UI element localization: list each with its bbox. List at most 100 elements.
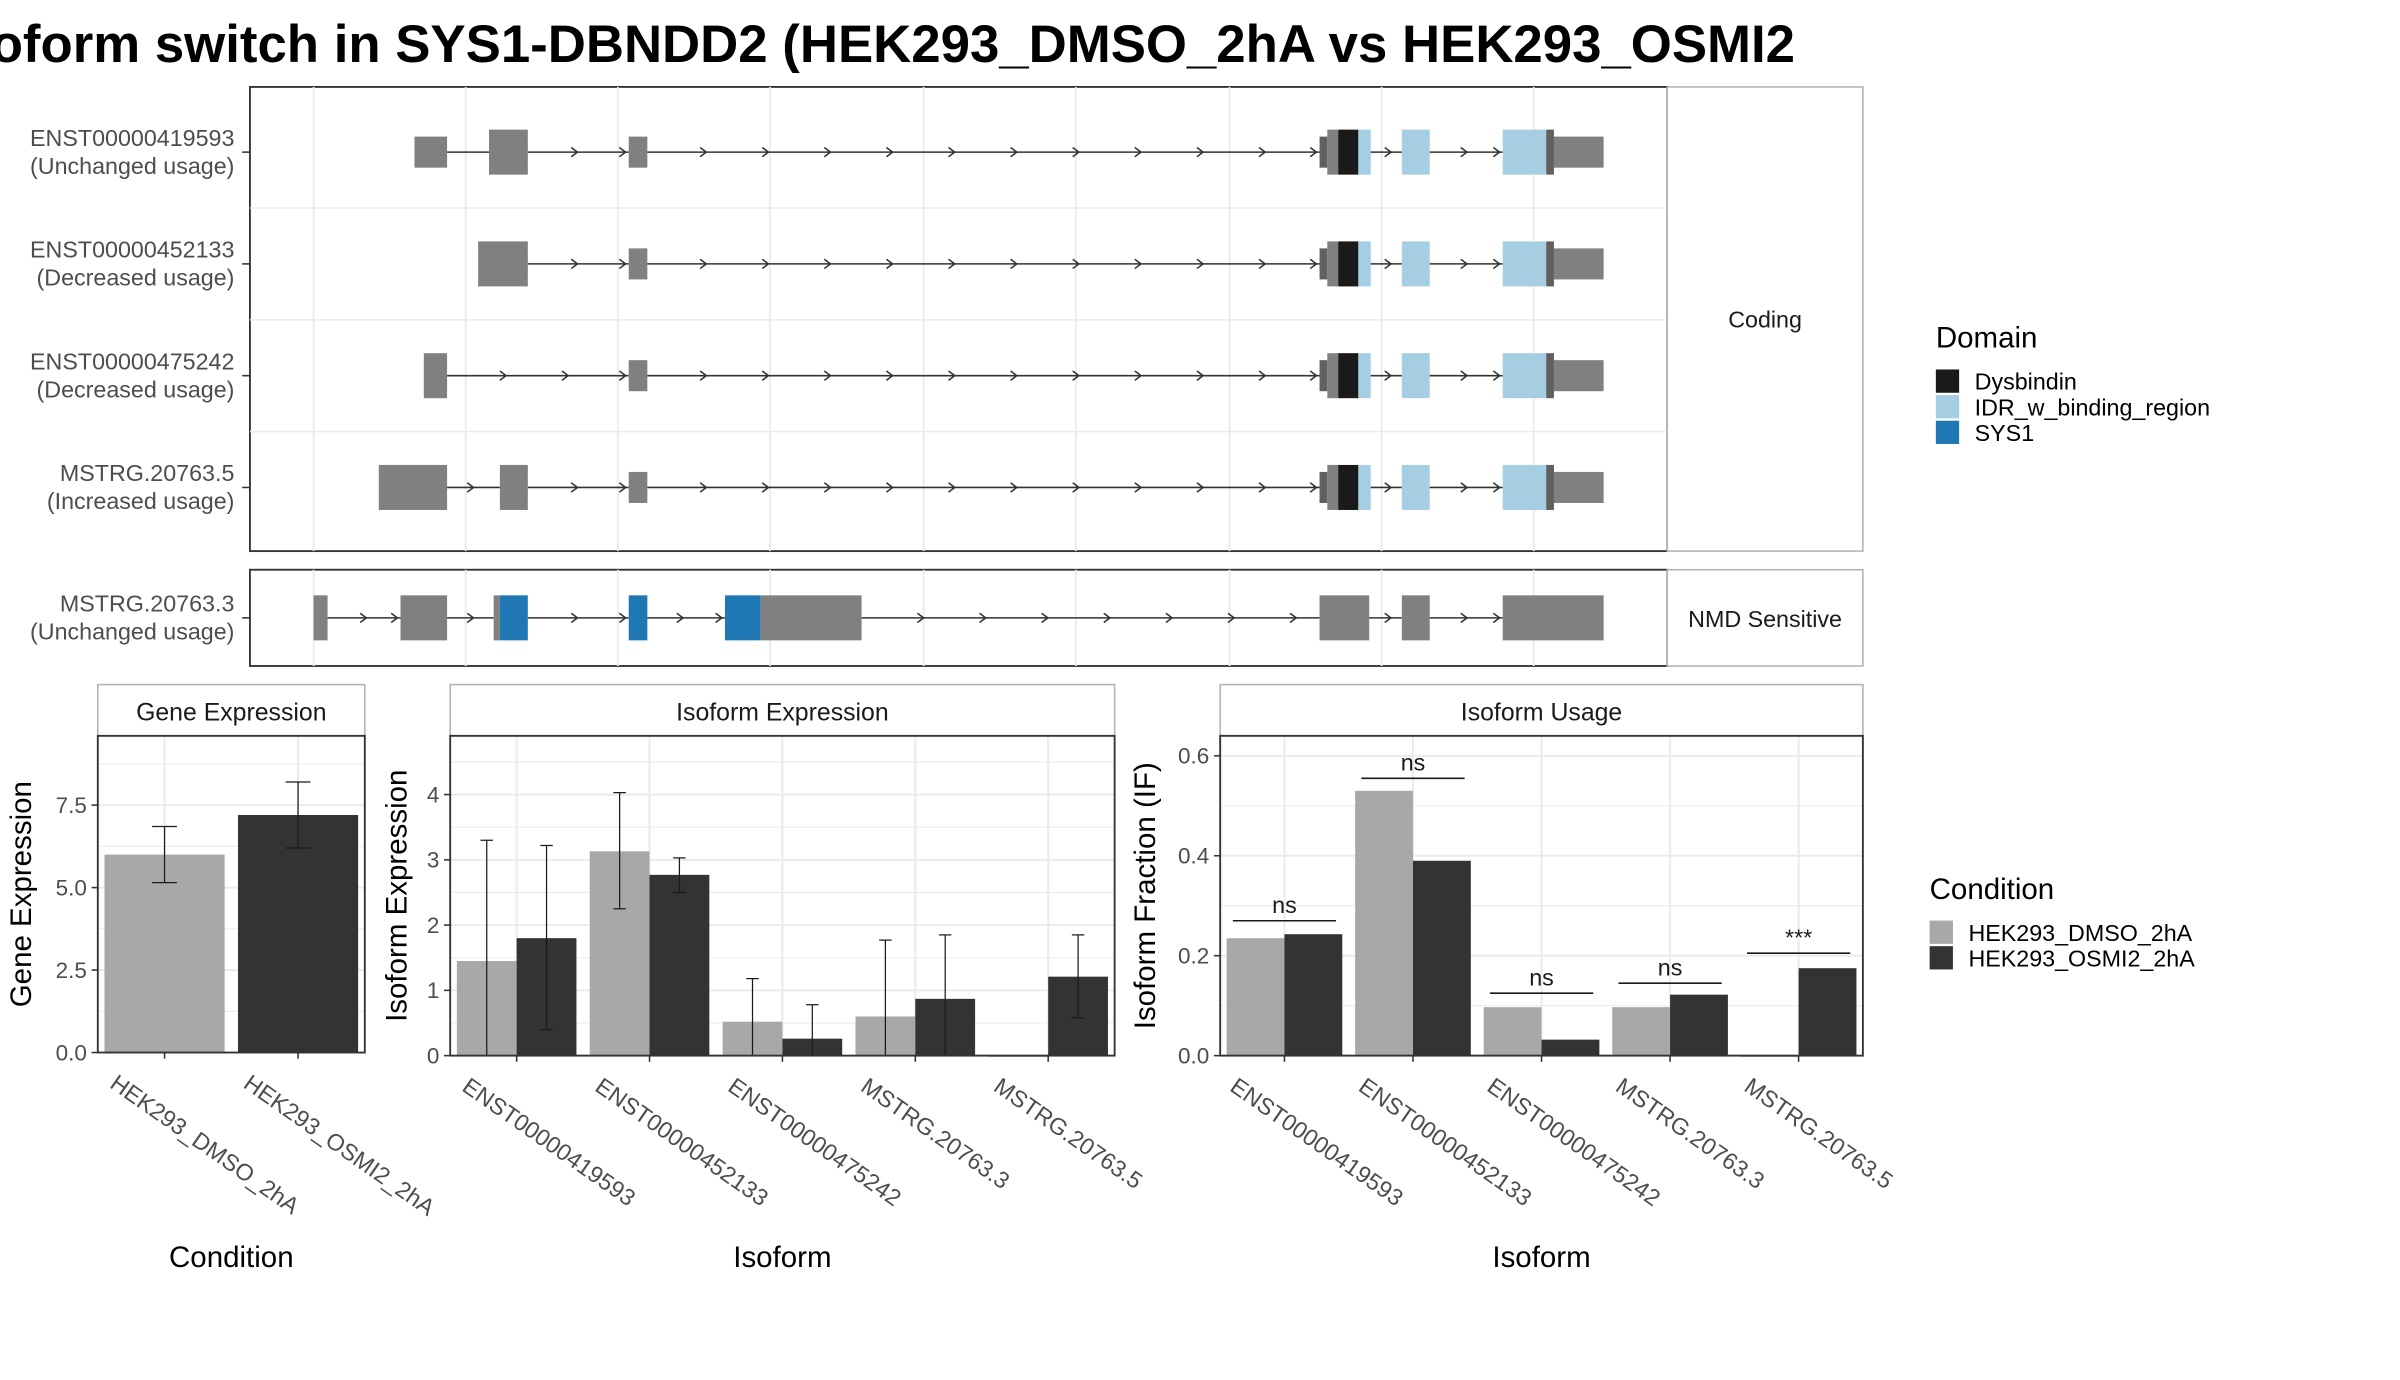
domain-sys1 bbox=[724, 595, 761, 641]
domain-sys1 bbox=[628, 595, 648, 641]
chart-title: Gene Expression bbox=[136, 699, 326, 726]
bar bbox=[1355, 790, 1413, 1056]
intron-arrow bbox=[1492, 370, 1501, 381]
condition-legend-label: HEK293_DMSO_2hA bbox=[1968, 920, 2192, 946]
exon bbox=[478, 241, 528, 287]
domain-idr bbox=[1502, 129, 1547, 175]
intron-arrow bbox=[1460, 482, 1469, 493]
intron-arrow bbox=[1103, 612, 1112, 624]
y-tick-label: 0.6 bbox=[1178, 744, 1209, 769]
exon-utr bbox=[1546, 129, 1554, 175]
exon bbox=[1502, 595, 1604, 641]
intron-arrow bbox=[1196, 258, 1205, 270]
exon bbox=[489, 129, 528, 175]
bar bbox=[104, 854, 225, 1053]
exon bbox=[313, 595, 328, 641]
intron-arrow bbox=[699, 146, 708, 158]
domain-dysbindin bbox=[1338, 241, 1359, 287]
exon bbox=[628, 248, 648, 280]
intron-arrow bbox=[823, 146, 832, 158]
intron-arrow bbox=[1309, 370, 1318, 381]
domain-idr bbox=[1401, 353, 1430, 399]
intron-arrow bbox=[618, 146, 627, 158]
intron-arrow bbox=[1258, 482, 1267, 493]
y-tick-label: 0.0 bbox=[56, 1040, 87, 1065]
chart-title: Isoform Expression bbox=[676, 699, 889, 726]
bar bbox=[1412, 860, 1471, 1056]
figure-title: oform switch in SYS1-DBNDD2 (HEK293_DMSO… bbox=[0, 15, 1795, 74]
domain-idr bbox=[1401, 464, 1430, 510]
intron-arrow bbox=[948, 370, 957, 381]
domain-dysbindin bbox=[1338, 129, 1359, 175]
intron-arrow bbox=[1196, 146, 1205, 158]
intron-arrow bbox=[1134, 146, 1143, 158]
y-tick-label: 0.2 bbox=[1178, 943, 1209, 968]
bar bbox=[1798, 968, 1857, 1056]
exon-utr bbox=[1546, 464, 1554, 510]
domain-idr bbox=[1502, 241, 1547, 287]
intron-arrow bbox=[561, 370, 570, 381]
exon bbox=[1327, 241, 1339, 287]
domain-legend-swatch bbox=[1935, 420, 1960, 444]
nmd-group-label: NMD Sensitive bbox=[1688, 606, 1842, 632]
intron-arrow bbox=[1492, 258, 1501, 270]
exon-utr bbox=[1553, 471, 1604, 503]
transcript-usage-label: (Unchanged usage) bbox=[30, 619, 234, 645]
intron-arrow bbox=[1134, 482, 1143, 493]
y-tick-label: 0.4 bbox=[1178, 844, 1209, 869]
bar bbox=[1612, 1007, 1671, 1056]
intron-arrow bbox=[1072, 370, 1081, 381]
isoform-expression-chart: Isoform Expression01234ENST00000419593EN… bbox=[381, 683, 1147, 1274]
domain-legend-swatch bbox=[1935, 395, 1960, 419]
bar bbox=[1226, 938, 1285, 1056]
intron-arrow bbox=[1258, 370, 1267, 381]
coding-strip bbox=[1666, 86, 1864, 552]
exon bbox=[499, 464, 528, 510]
intron-arrow bbox=[1010, 370, 1019, 381]
intron-arrow bbox=[979, 612, 988, 624]
exon-utr bbox=[1546, 241, 1554, 287]
exon bbox=[493, 595, 500, 641]
transcript-usage-label: (Unchanged usage) bbox=[30, 153, 234, 179]
significance-label: ns bbox=[1272, 892, 1297, 918]
y-tick-label: 4 bbox=[427, 782, 440, 807]
exon bbox=[423, 353, 448, 399]
exon bbox=[1327, 464, 1339, 510]
intron-arrow bbox=[948, 482, 957, 493]
y-tick-label: 0 bbox=[427, 1043, 440, 1068]
significance-label: ns bbox=[1658, 954, 1683, 980]
domain-idr bbox=[1358, 353, 1371, 399]
intron-arrow bbox=[1165, 612, 1174, 624]
intron-arrow bbox=[948, 146, 957, 158]
exon bbox=[400, 595, 448, 641]
y-tick-label: 0.0 bbox=[1178, 1043, 1209, 1068]
intron-arrow bbox=[1492, 612, 1501, 624]
intron-arrow bbox=[570, 146, 579, 158]
y-tick-label: 5.0 bbox=[56, 875, 87, 900]
intron-arrow bbox=[885, 482, 894, 493]
intron-arrow bbox=[1384, 146, 1393, 158]
intron-arrow bbox=[1258, 258, 1267, 270]
intron-arrow bbox=[466, 482, 475, 493]
x-axis-title: Condition bbox=[169, 1241, 294, 1274]
domain-dysbindin bbox=[1338, 353, 1359, 399]
transcript-id-label: ENST00000475242 bbox=[30, 348, 234, 374]
intron-arrow bbox=[1041, 612, 1050, 624]
intron-arrow bbox=[1460, 258, 1469, 270]
bar bbox=[1483, 1007, 1542, 1056]
exon-utr bbox=[1553, 136, 1604, 168]
chart-title-strip bbox=[449, 683, 1116, 737]
intron-arrow bbox=[823, 258, 832, 270]
exon bbox=[760, 595, 862, 641]
intron-arrow bbox=[761, 258, 770, 270]
intron-arrow bbox=[885, 258, 894, 270]
intron-arrow bbox=[618, 612, 627, 624]
domain-idr bbox=[1401, 129, 1430, 175]
chart-title-strip bbox=[97, 683, 366, 737]
condition-legend-label: HEK293_OSMI2_2hA bbox=[1968, 945, 2195, 971]
intron-arrow bbox=[1227, 612, 1236, 624]
intron-arrow bbox=[359, 612, 368, 624]
intron-arrow bbox=[761, 370, 770, 381]
